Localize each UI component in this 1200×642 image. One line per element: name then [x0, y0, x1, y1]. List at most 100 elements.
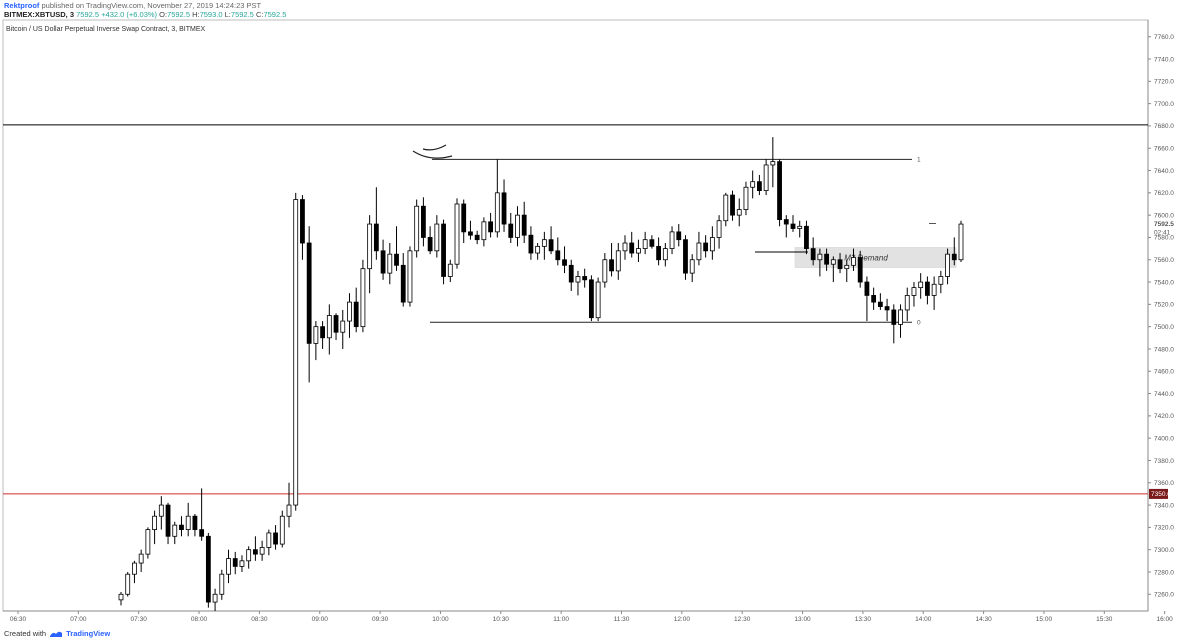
candle-up	[750, 181, 756, 188]
candle-up	[447, 263, 453, 277]
candle-down	[555, 250, 561, 261]
price-chart[interactable]: 7260.0 7280.0 7300.0 7320.0 7340.0 7360.0 7380…	[0, 0, 1200, 628]
candle-down	[273, 532, 278, 545]
candle-up	[340, 320, 346, 333]
candle-down	[508, 223, 514, 238]
price-tick-label: 7420.0	[1154, 413, 1174, 420]
tradingview-brand[interactable]: TradingView	[66, 629, 111, 638]
candle-down	[521, 214, 527, 236]
price-tick-label: 7520.0	[1154, 302, 1174, 309]
candle-down	[333, 315, 339, 333]
price-tick-label: 7380.0	[1154, 458, 1174, 465]
price-tick-label: 7740.0	[1154, 56, 1174, 63]
candle-down	[730, 194, 735, 216]
price-tick-label: 7580.0	[1154, 235, 1174, 242]
candle-down	[380, 250, 386, 274]
candle-up	[172, 524, 178, 537]
candle-down	[441, 223, 446, 277]
ohlc-line: BITMEX:XBTUSD, 3 7592.5 +432.0 (+6.03%) …	[4, 10, 286, 19]
candle-up	[669, 231, 675, 249]
candle-up	[185, 515, 191, 530]
candle-down	[891, 309, 897, 325]
candle-up	[481, 221, 487, 241]
time-tick-label: 12:00	[674, 616, 691, 623]
candle-down	[562, 259, 567, 266]
candle-up	[118, 593, 124, 601]
candle-up	[945, 253, 950, 277]
candle-up	[407, 250, 413, 303]
time-tick-label: 13:30	[855, 616, 872, 623]
candle-up	[145, 529, 151, 555]
candle-up	[736, 209, 742, 216]
candle-up	[662, 248, 668, 261]
author-name[interactable]: Rektproof	[4, 1, 40, 10]
candle-up	[830, 259, 836, 265]
price-tick-label: 7300.0	[1154, 547, 1174, 554]
price-tick-label: 7600.0	[1154, 212, 1174, 219]
candle-down	[353, 301, 359, 328]
countdown-label: 02:41	[1154, 230, 1171, 237]
price-change: +432.0 (+6.03%)	[101, 10, 158, 19]
price-tick-label: 7540.0	[1154, 279, 1174, 286]
candle-up	[898, 309, 903, 325]
open-value: 7592.5	[167, 10, 190, 19]
candle-up	[595, 281, 601, 319]
level-price-tag	[1149, 488, 1168, 499]
candle-up	[219, 573, 225, 595]
candle-down	[427, 237, 433, 252]
candle-down	[925, 281, 930, 296]
candle-up	[266, 532, 272, 548]
footer: Created with TradingView	[4, 629, 110, 638]
candle-up	[367, 223, 373, 270]
price-tick-label: 7620.0	[1154, 190, 1174, 197]
candle-up	[904, 295, 910, 311]
time-tick-label: 08:00	[191, 616, 208, 623]
candle-up	[817, 253, 823, 261]
created-with-label: Created with	[4, 629, 47, 638]
low-label: L:	[224, 10, 231, 19]
candle-down	[165, 504, 171, 537]
close-value: 7592.5	[263, 10, 287, 19]
time-tick-label: 11:30	[614, 616, 630, 623]
low-value: 7592.5	[230, 10, 254, 19]
price-tick-label: 7260.0	[1154, 592, 1174, 599]
candle-up	[723, 194, 729, 222]
candle-down	[656, 245, 661, 261]
time-tick-label: 14:30	[975, 616, 992, 623]
candle-up	[770, 161, 776, 166]
chart-title: Bitcoin / US Dollar Perpetual Inverse Sw…	[6, 26, 206, 33]
time-tick-label: 09:00	[312, 616, 329, 623]
candle-down	[683, 239, 688, 274]
time-tick-label: 15:00	[1036, 616, 1053, 623]
candle-down	[373, 223, 379, 252]
time-tick-label: 16:00	[1157, 616, 1174, 623]
symbol-label: BITMEX:XBTUSD, 3	[4, 10, 75, 19]
candle-up	[259, 547, 265, 555]
candle-down	[777, 161, 782, 221]
time-tick-label: 10:30	[493, 616, 510, 623]
candle-up	[709, 237, 715, 252]
candle-down	[629, 242, 635, 254]
cross-mark	[412, 144, 453, 159]
candle-up	[152, 515, 158, 530]
candle-down	[548, 239, 554, 252]
candle-down	[824, 253, 829, 265]
fib-label-1: 1	[917, 157, 921, 164]
candle-down	[400, 264, 406, 303]
candle-down	[589, 279, 594, 319]
candle-down	[199, 529, 205, 537]
tradingview-logo-icon	[50, 631, 63, 637]
price-tick-label: 7320.0	[1154, 525, 1174, 532]
candle-down	[757, 181, 762, 192]
time-tick-label: 07:30	[131, 616, 148, 623]
candle-up	[414, 205, 420, 252]
close-label: C:	[255, 10, 264, 19]
candle-up	[642, 239, 648, 249]
candle-up	[286, 504, 292, 517]
candle-down	[501, 192, 507, 225]
candle-down	[306, 242, 312, 344]
price-tick-label: 7680.0	[1154, 123, 1174, 130]
candle-down	[394, 253, 399, 266]
candle-up	[602, 259, 608, 283]
candle-up	[535, 245, 541, 254]
